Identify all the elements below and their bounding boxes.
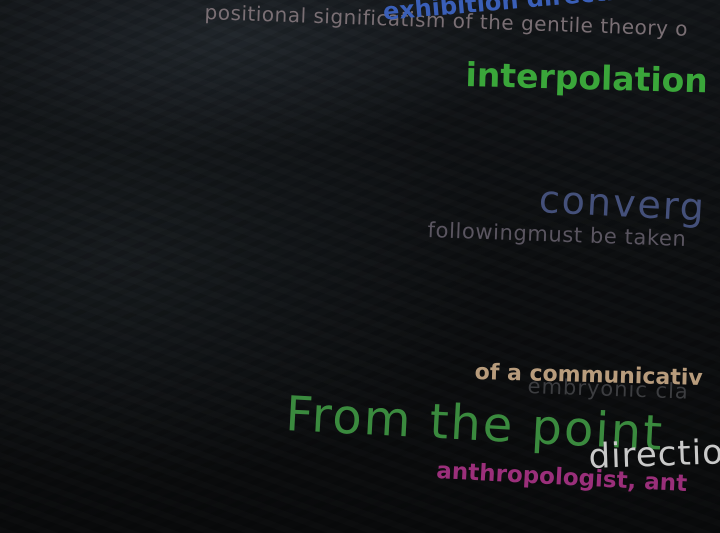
phrase-converg: converg — [537, 177, 708, 230]
phrase-interpolation: interpolation a — [465, 55, 720, 102]
phrase-direction: directio — [587, 432, 720, 477]
phrase-of-a-communicative: of a communicativ — [474, 360, 703, 391]
